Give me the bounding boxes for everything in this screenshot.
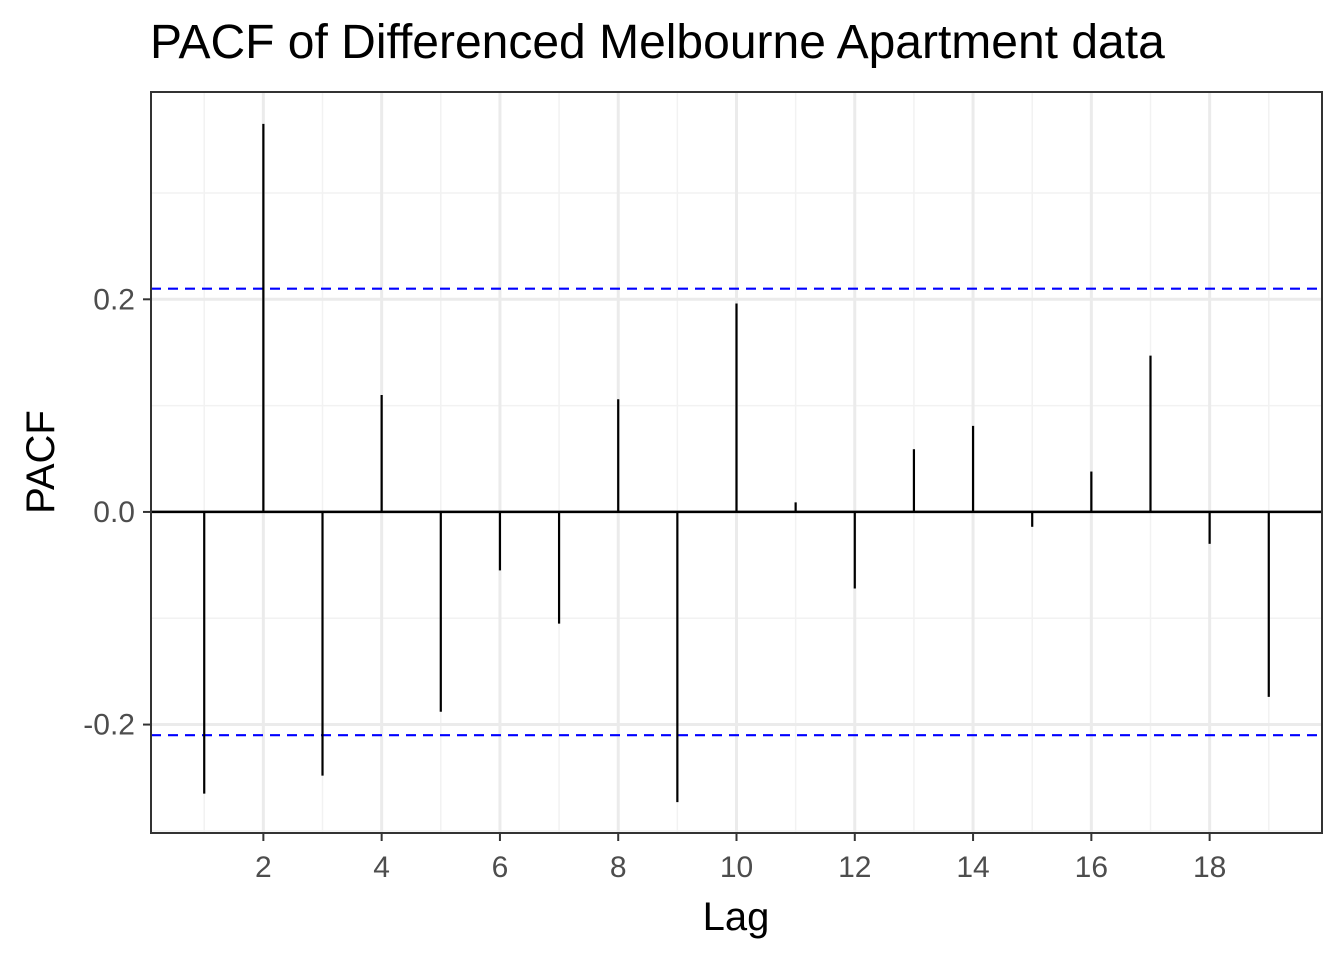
pacf-bars <box>203 123 1270 803</box>
axes: 2 4 6 8 10 12 14 16 18 -0.2 0.0 0.2 <box>83 91 1323 884</box>
x-tick-label: 4 <box>373 851 390 884</box>
grid-lines <box>151 92 1322 833</box>
x-tick-label: 12 <box>838 851 871 884</box>
x-tick-label: 16 <box>1075 851 1108 884</box>
chart-title: PACF of Differenced Melbourne Apartment … <box>150 16 1165 69</box>
y-tick-label: 0.2 <box>93 283 135 316</box>
x-tick-label: 8 <box>610 851 627 884</box>
x-tick-label: 10 <box>720 851 753 884</box>
x-tick-label: 6 <box>492 851 509 884</box>
x-tick-label: 2 <box>255 851 272 884</box>
x-tick-label: 14 <box>956 851 989 884</box>
x-tick-label: 18 <box>1193 851 1226 884</box>
y-tick-label: -0.2 <box>83 709 135 742</box>
x-axis-title: Lag <box>703 895 770 939</box>
y-axis-title: PACF <box>19 410 63 514</box>
y-tick-label: 0.0 <box>93 496 135 529</box>
